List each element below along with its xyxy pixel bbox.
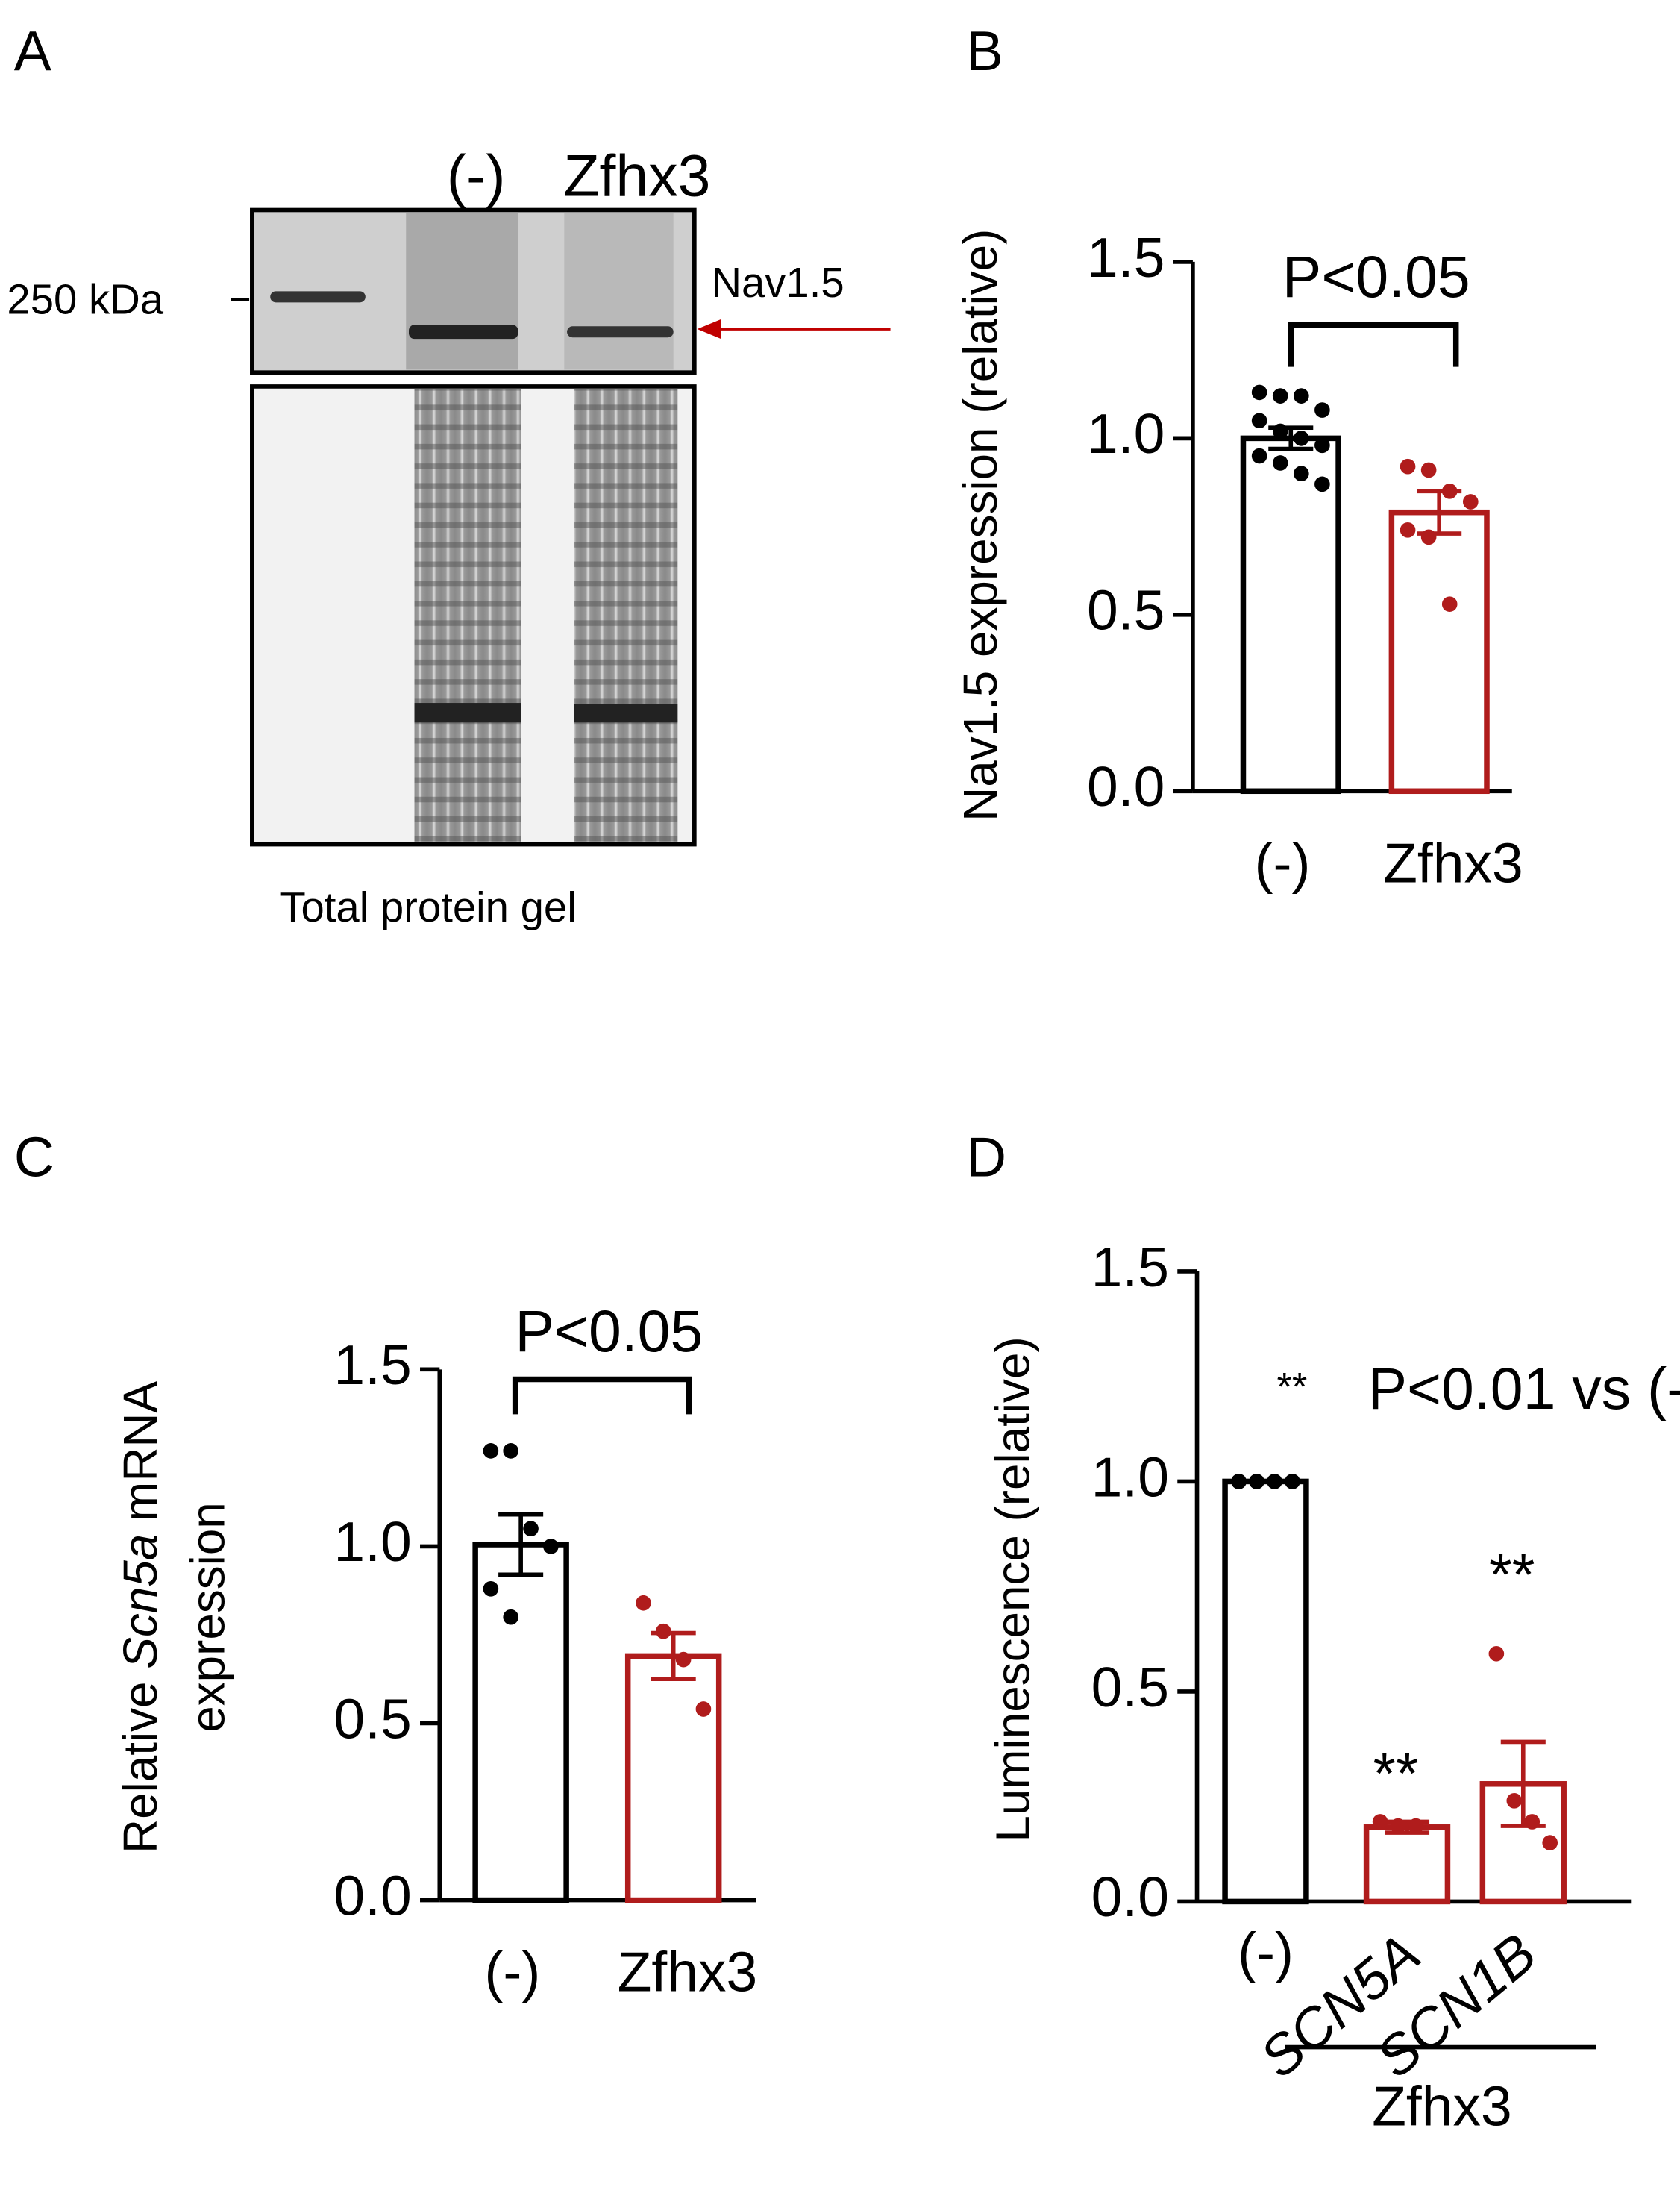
data-point	[1285, 1474, 1300, 1489]
y-tick-label: 0.5	[333, 1687, 411, 1750]
y-tick-label: 1.0	[1087, 402, 1165, 465]
x-tick-label: (-)	[1238, 1921, 1294, 1983]
y-tick-label: 1.5	[1087, 226, 1165, 289]
y-tick-label: 0.5	[1087, 579, 1165, 642]
data-point	[655, 1623, 671, 1639]
x-tick-label: Zfhx3	[618, 1941, 758, 2003]
marker-label: 250 kDa	[7, 275, 163, 322]
x-tick-label: (-)	[1255, 831, 1311, 894]
significance-bracket	[1288, 322, 1459, 367]
data-point	[1408, 1818, 1424, 1834]
data-point	[695, 1701, 712, 1717]
data-point	[1231, 1474, 1247, 1489]
data-point	[1272, 423, 1288, 439]
data-point	[1293, 466, 1309, 481]
y-axis-label-part: Scn5a	[113, 1534, 167, 1669]
caption: Total protein gel	[280, 883, 576, 930]
data-point	[523, 1521, 539, 1537]
bar-label: **	[1489, 1542, 1535, 1607]
data-point	[1441, 483, 1458, 499]
group-label: Zfhx3	[1372, 2075, 1512, 2138]
data-point	[1524, 1814, 1540, 1830]
data-point	[483, 1443, 499, 1459]
panel-letter: A	[14, 19, 51, 82]
data-point	[1267, 1474, 1282, 1489]
y-tick-label: 1.0	[1091, 1445, 1169, 1508]
y-tick-label: 0.5	[1091, 1656, 1169, 1718]
blot	[231, 207, 891, 847]
annotation: P<0.05	[1282, 244, 1470, 310]
data-point	[1314, 402, 1330, 418]
y-axis-label: Relative Scn5a mRNA	[113, 1381, 167, 1853]
y-axis-label: Luminescence (relative)	[985, 1336, 1039, 1842]
x-tick-label: Zfhx3	[1383, 831, 1523, 894]
data-point	[1272, 455, 1288, 471]
y-tick-label: 0.0	[333, 1864, 411, 1927]
data-point	[1441, 596, 1458, 612]
data-point	[1462, 494, 1479, 510]
data-point	[1314, 476, 1330, 492]
significance-bracket	[512, 1376, 692, 1415]
data-point	[1251, 384, 1267, 401]
annotation: P<0.05	[515, 1298, 703, 1364]
data-point	[1542, 1835, 1558, 1850]
lane-label: Zfhx3	[563, 143, 710, 209]
y-axis-label: expression	[181, 1502, 234, 1733]
legend-text: P<0.01 vs (-)	[1367, 1356, 1680, 1421]
x-tick-label: (-)	[484, 1941, 540, 2003]
y-tick-label: 0.0	[1091, 1865, 1169, 1928]
data-point	[1372, 1814, 1388, 1830]
data-point	[1293, 431, 1309, 446]
data-point	[1420, 462, 1437, 478]
data-point	[1249, 1474, 1264, 1489]
data-point	[483, 1580, 499, 1597]
bar	[1222, 1478, 1309, 1905]
panel-letter: B	[966, 19, 1003, 82]
legend-marker: **	[1276, 1365, 1307, 1410]
y-tick-label: 1.5	[1091, 1236, 1169, 1298]
bar-label: **	[1373, 1741, 1418, 1806]
data-point	[1488, 1645, 1505, 1662]
data-point	[543, 1539, 559, 1554]
panel-letter: C	[14, 1125, 54, 1188]
data-point	[503, 1443, 519, 1459]
data-point	[503, 1609, 519, 1625]
lane-label: (-)	[447, 143, 506, 209]
panel-letter: D	[966, 1125, 1006, 1188]
y-tick-label: 1.0	[333, 1510, 411, 1573]
data-point	[1400, 458, 1416, 475]
data-point	[1272, 388, 1288, 404]
bar	[472, 1542, 569, 1903]
data-point	[1420, 529, 1437, 545]
bar	[624, 1653, 722, 1903]
data-point	[636, 1595, 651, 1611]
y-axis-label: Nav1.5 expression (relative)	[953, 229, 1007, 822]
data-point	[1251, 448, 1267, 464]
y-tick-label: 0.0	[1087, 755, 1165, 818]
data-point	[1506, 1792, 1523, 1809]
y-axis-label-part: Relative	[113, 1681, 167, 1853]
band-label: Nav1.5	[711, 259, 844, 306]
data-point	[1390, 1818, 1406, 1834]
data-point	[1400, 522, 1416, 538]
bar	[1363, 1824, 1451, 1905]
bar	[1388, 509, 1490, 795]
y-axis-label-part: mRNA	[113, 1381, 167, 1521]
data-point	[1293, 388, 1309, 404]
data-point	[1314, 437, 1330, 454]
error-bar	[498, 1512, 544, 1577]
data-point	[1251, 413, 1267, 429]
y-tick-label: 1.5	[333, 1333, 411, 1396]
data-point	[675, 1651, 692, 1668]
